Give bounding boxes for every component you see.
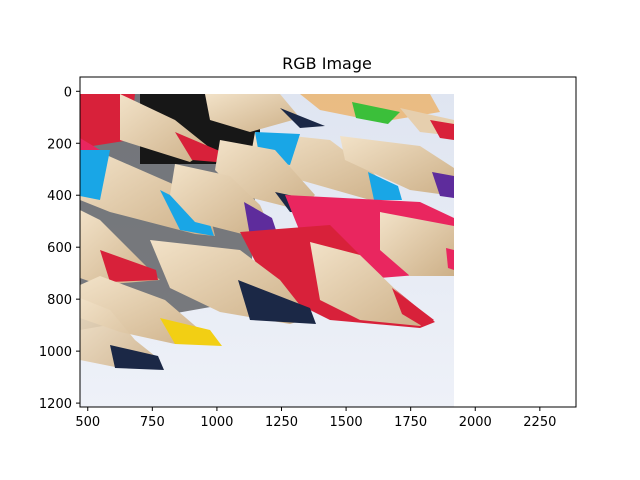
- x-axis: 500 750 1000 1250 1500 1750 2000 2250: [75, 407, 556, 430]
- pencil-pink-right: [285, 195, 454, 278]
- pencil-purple-mid: [170, 164, 278, 236]
- pencil-red-left: [80, 210, 160, 285]
- x-tick-label: 1250: [265, 415, 298, 430]
- pencil-top-wood: [205, 94, 325, 132]
- y-tick-label: 1200: [39, 397, 72, 412]
- x-tick-label: 2000: [459, 415, 492, 430]
- y-axis: 0 200 400 600 800 1000 1200: [39, 85, 80, 412]
- axes-border: [79, 76, 577, 408]
- x-tick-label: 750: [140, 415, 165, 430]
- pencil-purple-right: [340, 136, 454, 198]
- x-tick-label: 1750: [394, 415, 427, 430]
- x-tick-label: 1500: [330, 415, 363, 430]
- chart-title: RGB Image: [282, 54, 372, 73]
- pencil-top-red: [80, 94, 222, 162]
- y-tick-label: 200: [47, 137, 72, 152]
- pencil-top-green: [300, 94, 454, 140]
- photo: [80, 94, 454, 407]
- pencil-navy-low: [150, 240, 316, 324]
- y-tick-label: 1000: [39, 345, 72, 360]
- y-tick-label: 400: [47, 189, 72, 204]
- pencil-red-big: [240, 225, 435, 328]
- y-tick-label: 0: [64, 85, 72, 100]
- y-tick-label: 800: [47, 293, 72, 308]
- x-tick-label: 500: [75, 415, 100, 430]
- x-tick-label: 2250: [523, 415, 556, 430]
- y-tick-label: 600: [47, 241, 72, 256]
- x-tick-label: 1000: [200, 415, 233, 430]
- pencil-bottom-left: [80, 298, 164, 370]
